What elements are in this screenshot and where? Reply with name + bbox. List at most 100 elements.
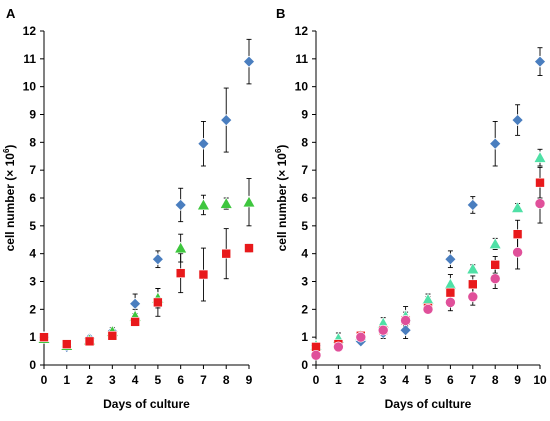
data-point-diamond [466,199,479,211]
panel-letter: B [276,6,285,21]
data-point-square [244,243,254,253]
x-tick-label: 0 [41,373,48,387]
x-tick-label: 2 [357,373,364,387]
data-point-circle [377,324,389,336]
y-axis-title: cell number (× 106) [274,145,289,252]
y-tick-label: 10 [23,80,37,94]
y-tick-label: 1 [301,330,308,344]
data-point-triangle [421,292,435,305]
data-point-diamond [129,297,142,310]
data-point-square [490,259,501,270]
data-point-square [84,336,95,347]
y-tick-label: 8 [29,135,36,149]
data-point-circle [310,349,322,361]
y-tick-label: 9 [29,108,36,122]
y-tick-label: 9 [301,108,308,122]
data-point-circle [489,273,501,285]
data-point-square [61,339,72,349]
panel-letter: A [6,6,16,21]
y-tick-label: 5 [29,219,36,233]
x-tick-label: 3 [109,373,116,387]
y-tick-label: 2 [301,302,308,316]
data-point-triangle [488,237,502,250]
data-point-circle [355,331,367,343]
data-point-diamond [511,114,524,126]
x-tick-label: 7 [469,373,476,387]
x-tick-label: 4 [132,373,139,387]
y-tick-label: 4 [301,247,308,261]
data-point-circle [445,297,456,308]
data-point-triangle [242,195,256,208]
data-point-circle [422,304,434,315]
data-point-square [535,177,545,188]
y-tick-label: 11 [23,52,36,66]
x-tick-label: 1 [335,373,342,387]
x-tick-label: 8 [223,373,230,387]
x-tick-label: 7 [200,373,207,387]
y-tick-label: 6 [301,191,308,205]
y-tick-label: 4 [29,247,36,261]
series-diamond [41,38,252,350]
series-points-triangle [309,151,547,351]
data-point-circle [512,246,523,258]
x-axis-title: Days of culture [103,397,190,411]
x-tick-label: 8 [492,373,499,387]
data-point-square [467,279,478,290]
data-point-square [221,248,232,259]
series-points-square [311,177,545,352]
x-tick-label: 3 [380,373,387,387]
data-point-triangle [443,277,457,290]
series-triangle [41,178,252,349]
series-points-circle [310,198,546,361]
x-tick-label: 6 [177,373,184,387]
data-point-diamond [489,137,502,150]
y-axis-title: cell number (× 106) [2,145,17,252]
data-point-triangle [219,196,233,209]
data-point-square [175,268,186,278]
data-point-circle [333,341,344,353]
series-circle [313,183,543,359]
series-points-square [39,243,254,349]
data-point-diamond [220,114,233,126]
data-point-diamond [399,324,412,337]
x-tick-label: 9 [246,373,253,387]
series-points-triangle [37,195,256,351]
y-tick-label: 0 [301,358,308,372]
x-axis-title: Days of culture [385,397,472,411]
data-point-triangle [511,201,525,213]
y-tick-label: 6 [29,191,36,205]
y-tick-label: 7 [301,163,308,177]
data-point-diamond [151,253,164,266]
y-tick-label: 11 [295,52,308,66]
data-point-square [153,297,163,308]
y-tick-label: 3 [301,275,308,289]
series-triangle [313,148,543,349]
y-tick-label: 0 [29,358,36,372]
x-tick-label: 0 [313,373,320,387]
y-tick-label: 3 [29,275,36,289]
x-tick-label: 2 [86,373,93,387]
data-point-triangle [533,151,547,163]
data-point-diamond [174,199,187,211]
data-point-square [445,287,456,298]
data-point-diamond [444,253,457,266]
data-point-circle [467,291,479,303]
data-point-circle [400,315,411,326]
x-tick-label: 9 [514,373,521,387]
series-square [313,166,543,351]
x-tick-label: 1 [63,373,70,387]
y-tick-label: 1 [29,330,36,344]
data-point-triangle [196,198,210,211]
data-point-square [512,229,523,239]
x-tick-label: 10 [533,373,547,387]
x-tick-label: 5 [155,373,162,387]
data-point-square [39,332,49,342]
y-tick-label: 5 [301,219,308,233]
data-point-square [198,269,209,280]
series-square [41,228,252,347]
data-point-diamond [534,55,546,68]
